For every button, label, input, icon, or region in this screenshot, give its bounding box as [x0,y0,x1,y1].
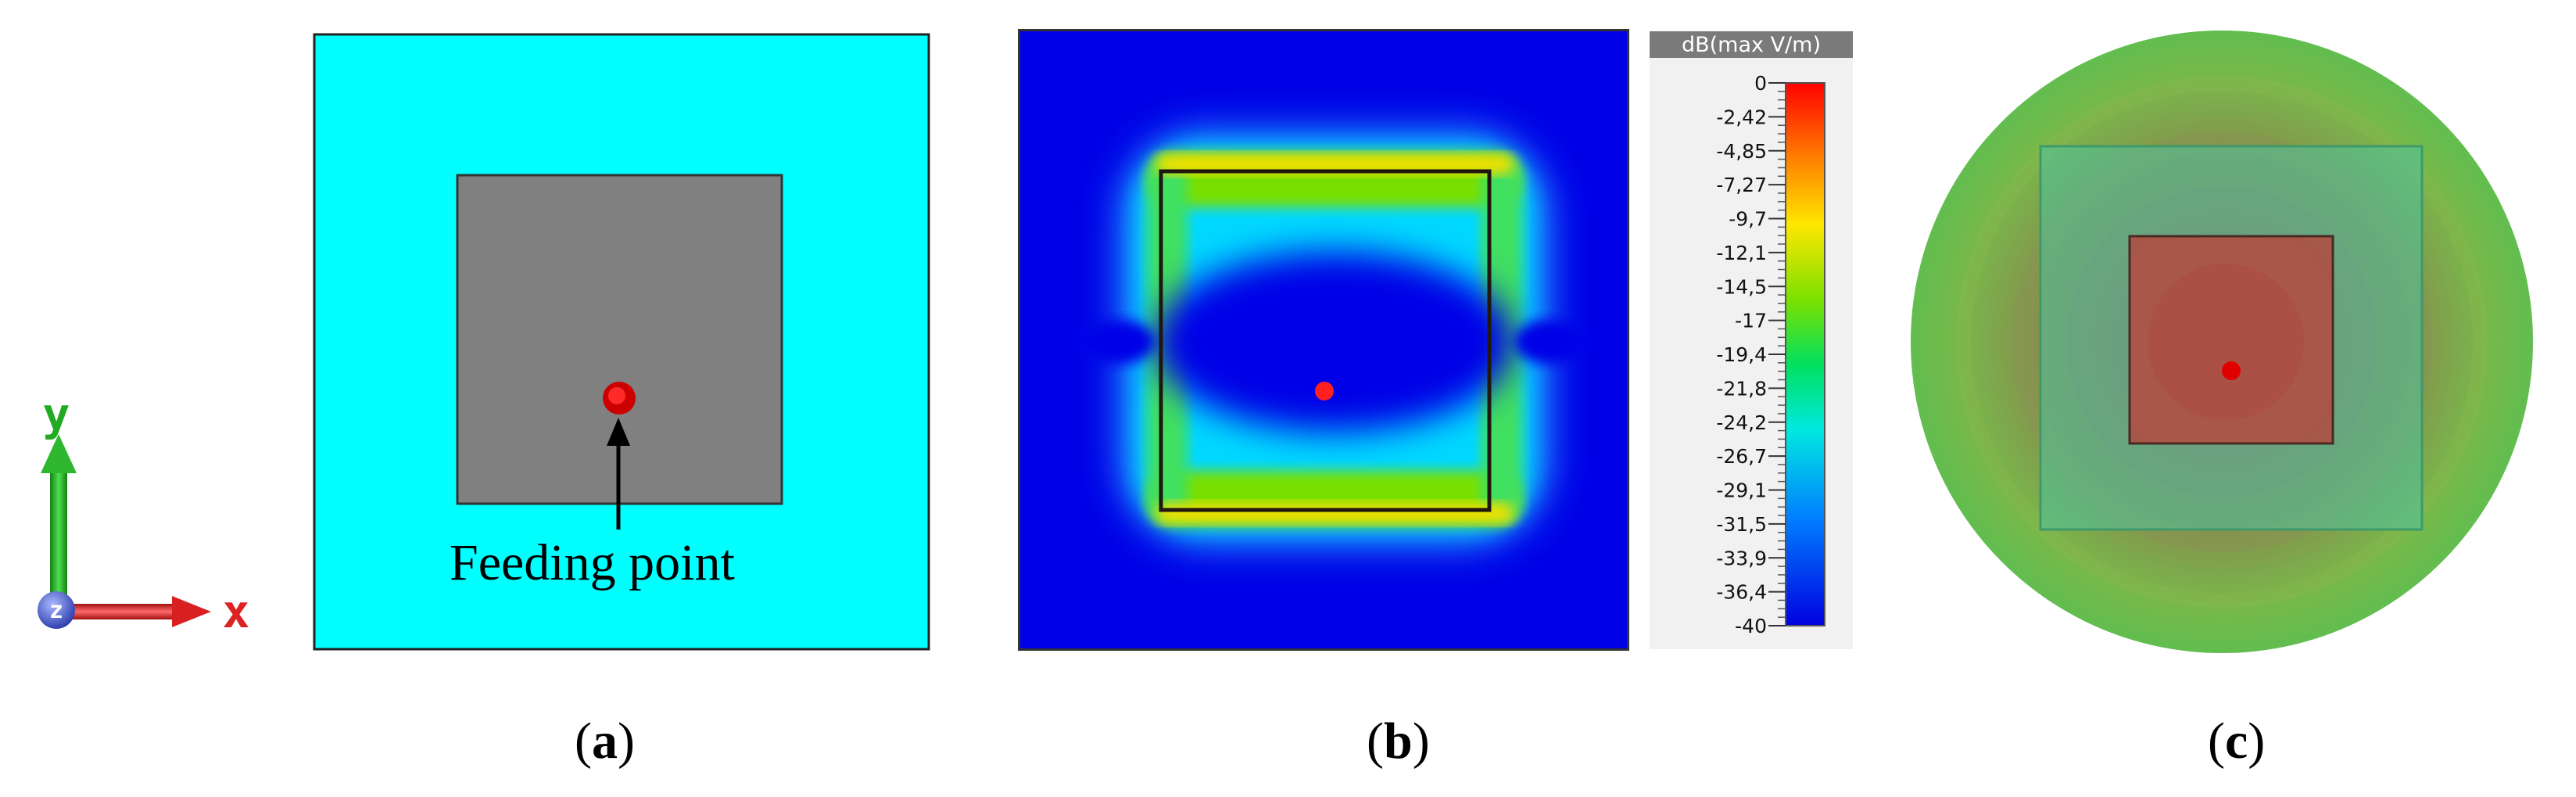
y-axis-shaft [50,465,67,598]
panel-b-field-plot [1018,29,1629,651]
colorbar-tick-label: 0 [1754,72,1767,95]
colorbar-title: dB(max V/m) [1682,33,1821,57]
colorbar-ticks: 0 -2,42 -4,85 -7,27 -9,7 -12,1 -14,5 -17 -19,4 -2… [1716,72,1786,637]
colorbar-gradient [1785,82,1825,626]
colorbar-tick-label: -40 [1735,615,1767,637]
caption-a: (a) [575,713,635,770]
colorbar-tick-label: -36,4 [1716,581,1767,604]
colorbar-tick-label: -26,7 [1716,445,1767,468]
z-axis-label: z [49,597,63,624]
x-axis-label: x [223,585,250,634]
z-axis-marker [38,591,75,629]
y-axis-label: y [43,399,70,441]
colorbar-tick-label: -29,1 [1716,479,1767,502]
colorbar-tick-label: -2,42 [1716,106,1767,128]
feeding-point-highlight [608,387,625,404]
x-axis-arrowhead [172,596,211,627]
feed-marker [1315,382,1334,400]
field-null-right [1514,320,1585,364]
axes-indicator: z y x [38,399,250,634]
field-peak-bottom [1157,503,1513,523]
colorbar-tick-label: -33,9 [1716,547,1767,569]
y-axis-arrowhead [41,434,77,473]
patch-outline [1159,169,1492,512]
field-null-center [1155,252,1514,432]
colorbar-tick-label: -24,2 [1716,411,1767,434]
caption-c: (c) [2208,713,2266,770]
annotation-arrowhead [607,418,630,446]
field-null-left [1084,320,1155,364]
colorbar-tick-label: -4,85 [1716,140,1767,163]
colorbar-tick-label: -14,5 [1716,275,1767,298]
colorbar-tick-label: -9,7 [1729,208,1767,231]
panel-a-geometry [313,33,930,651]
x-axis-shaft [63,604,180,619]
colorbar-tick-label: -7,27 [1716,174,1767,196]
colorbar-tick-label: -17 [1735,310,1767,332]
colorbar-title-bg [1650,31,1853,58]
colorbar-tick-label: -19,4 [1716,343,1767,366]
panel-c-3d-view [1911,31,2533,653]
colorbar-tick-label: -12,1 [1716,242,1767,264]
feeding-point-label: Feeding point [450,534,735,591]
patch-3d [2128,235,2334,445]
colorbar-tick-label: -31,5 [1716,513,1767,536]
colorbar: dB(max V/m) 0 -2,42 -4,85 -7,27 -9,7 -12,1 -14… [1650,31,1853,649]
caption-b: (b) [1367,713,1430,770]
feed-marker-3d [2222,361,2241,380]
colorbar-tick-label: -21,8 [1716,377,1767,400]
